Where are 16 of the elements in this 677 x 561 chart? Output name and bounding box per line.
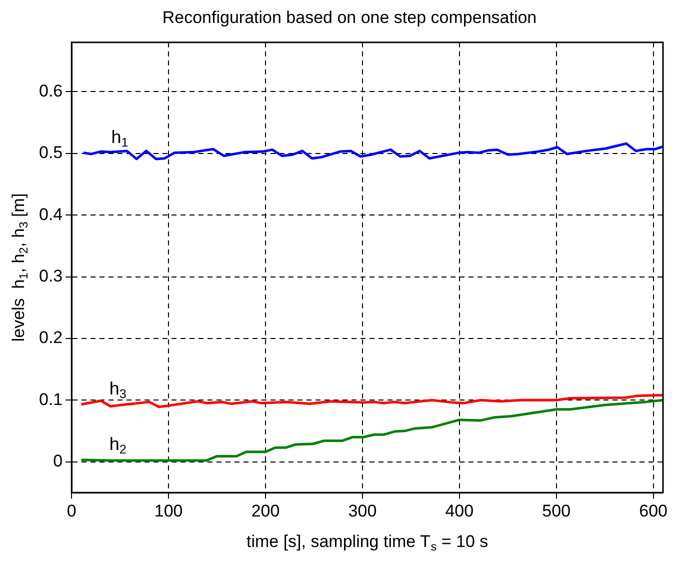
- y-axis-title: levels h1, h2, h3 [m]: [9, 193, 30, 342]
- x-tick-label: 300: [348, 501, 377, 520]
- y-tick-label: 0.3: [38, 266, 63, 286]
- x-tick-label: 100: [154, 501, 183, 520]
- y-tick-label: 0.2: [38, 328, 63, 348]
- x-tick-label: 0: [66, 501, 76, 520]
- y-tick-label: 0.1: [38, 390, 63, 409]
- x-tick-label: 500: [542, 501, 571, 520]
- y-tick-label: 0: [53, 451, 63, 470]
- x-tick-label: 400: [445, 501, 474, 520]
- y-tick-label: 0.4: [38, 204, 63, 224]
- x-tick-label: 200: [251, 501, 280, 520]
- y-tick-label: 0.5: [38, 143, 63, 162]
- x-tick-label: 600: [639, 501, 668, 520]
- y-tick-label: 0.6: [38, 81, 63, 100]
- chart-title: Reconfiguration based on one step compensation: [162, 8, 537, 27]
